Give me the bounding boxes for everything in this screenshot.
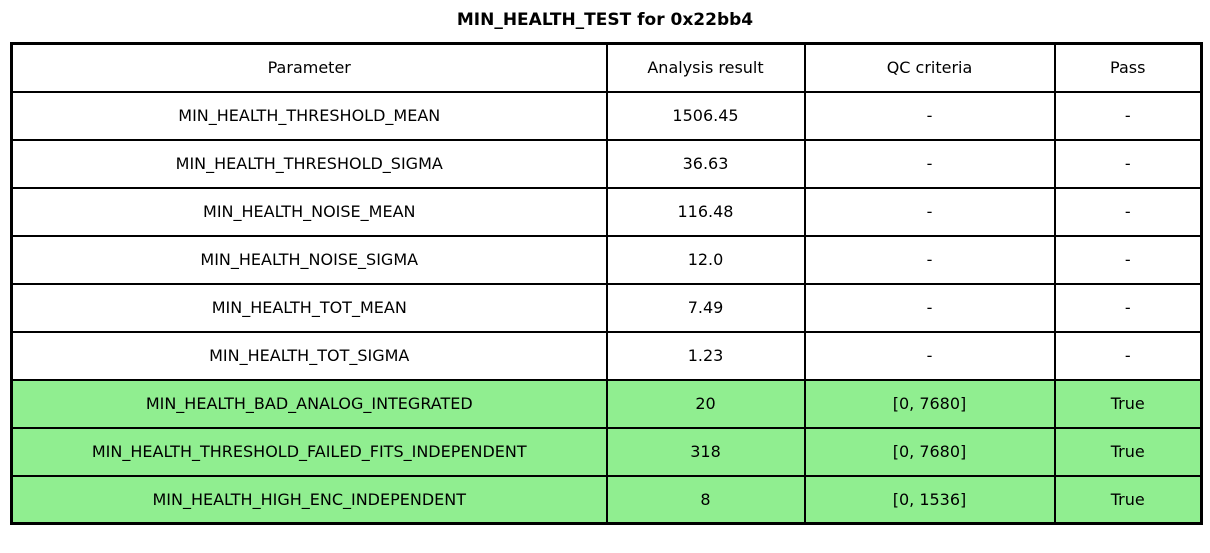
cell-qc-criteria: - [803,90,1056,141]
cell-pass: True [1053,426,1203,477]
table-header-row: Parameter Analysis result QC criteria Pa… [10,42,1203,93]
cell-analysis-result: 8 [605,474,806,525]
cell-parameter: MIN_HEALTH_HIGH_ENC_INDEPENDENT [10,474,608,525]
column-header-parameter: Parameter [10,42,608,93]
table-row: MIN_HEALTH_THRESHOLD_FAILED_FITS_INDEPEN… [10,426,1203,477]
cell-qc-criteria: - [803,282,1056,333]
column-header-qc-criteria: QC criteria [803,42,1056,93]
cell-analysis-result: 1.23 [605,330,806,381]
cell-analysis-result: 36.63 [605,138,806,189]
cell-qc-criteria: - [803,186,1056,237]
cell-analysis-result: 318 [605,426,806,477]
table-row: MIN_HEALTH_HIGH_ENC_INDEPENDENT 8 [0, 15… [10,474,1203,525]
table-row: MIN_HEALTH_TOT_MEAN 7.49 - - [10,282,1203,333]
cell-analysis-result: 1506.45 [605,90,806,141]
cell-pass: - [1053,138,1203,189]
table-row: MIN_HEALTH_BAD_ANALOG_INTEGRATED 20 [0, … [10,378,1203,429]
table-row: MIN_HEALTH_THRESHOLD_SIGMA 36.63 - - [10,138,1203,189]
table-row: MIN_HEALTH_THRESHOLD_MEAN 1506.45 - - [10,90,1203,141]
cell-pass: - [1053,90,1203,141]
qc-results-table: Parameter Analysis result QC criteria Pa… [10,42,1203,525]
cell-parameter: MIN_HEALTH_NOISE_MEAN [10,186,608,237]
cell-pass: True [1053,474,1203,525]
table-row: MIN_HEALTH_NOISE_MEAN 116.48 - - [10,186,1203,237]
page-title: MIN_HEALTH_TEST for 0x22bb4 [456,10,754,30]
table-row: MIN_HEALTH_TOT_SIGMA 1.23 - - [10,330,1203,381]
cell-parameter: MIN_HEALTH_THRESHOLD_MEAN [10,90,608,141]
cell-pass: True [1053,378,1203,429]
cell-pass: - [1053,186,1203,237]
cell-parameter: MIN_HEALTH_BAD_ANALOG_INTEGRATED [10,378,608,429]
cell-analysis-result: 116.48 [605,186,806,237]
cell-pass: - [1053,282,1203,333]
cell-parameter: MIN_HEALTH_THRESHOLD_FAILED_FITS_INDEPEN… [10,426,608,477]
column-header-analysis-result: Analysis result [605,42,806,93]
cell-qc-criteria: - [803,330,1056,381]
cell-parameter: MIN_HEALTH_TOT_MEAN [10,282,608,333]
table-row: MIN_HEALTH_NOISE_SIGMA 12.0 - - [10,234,1203,285]
cell-pass: - [1053,330,1203,381]
cell-qc-criteria: [0, 1536] [803,474,1056,525]
cell-analysis-result: 20 [605,378,806,429]
cell-parameter: MIN_HEALTH_TOT_SIGMA [10,330,608,381]
cell-qc-criteria: - [803,138,1056,189]
cell-analysis-result: 12.0 [605,234,806,285]
cell-parameter: MIN_HEALTH_NOISE_SIGMA [10,234,608,285]
cell-qc-criteria: [0, 7680] [803,378,1056,429]
cell-qc-criteria: [0, 7680] [803,426,1056,477]
column-header-pass: Pass [1053,42,1203,93]
cell-pass: - [1053,234,1203,285]
cell-analysis-result: 7.49 [605,282,806,333]
cell-qc-criteria: - [803,234,1056,285]
cell-parameter: MIN_HEALTH_THRESHOLD_SIGMA [10,138,608,189]
